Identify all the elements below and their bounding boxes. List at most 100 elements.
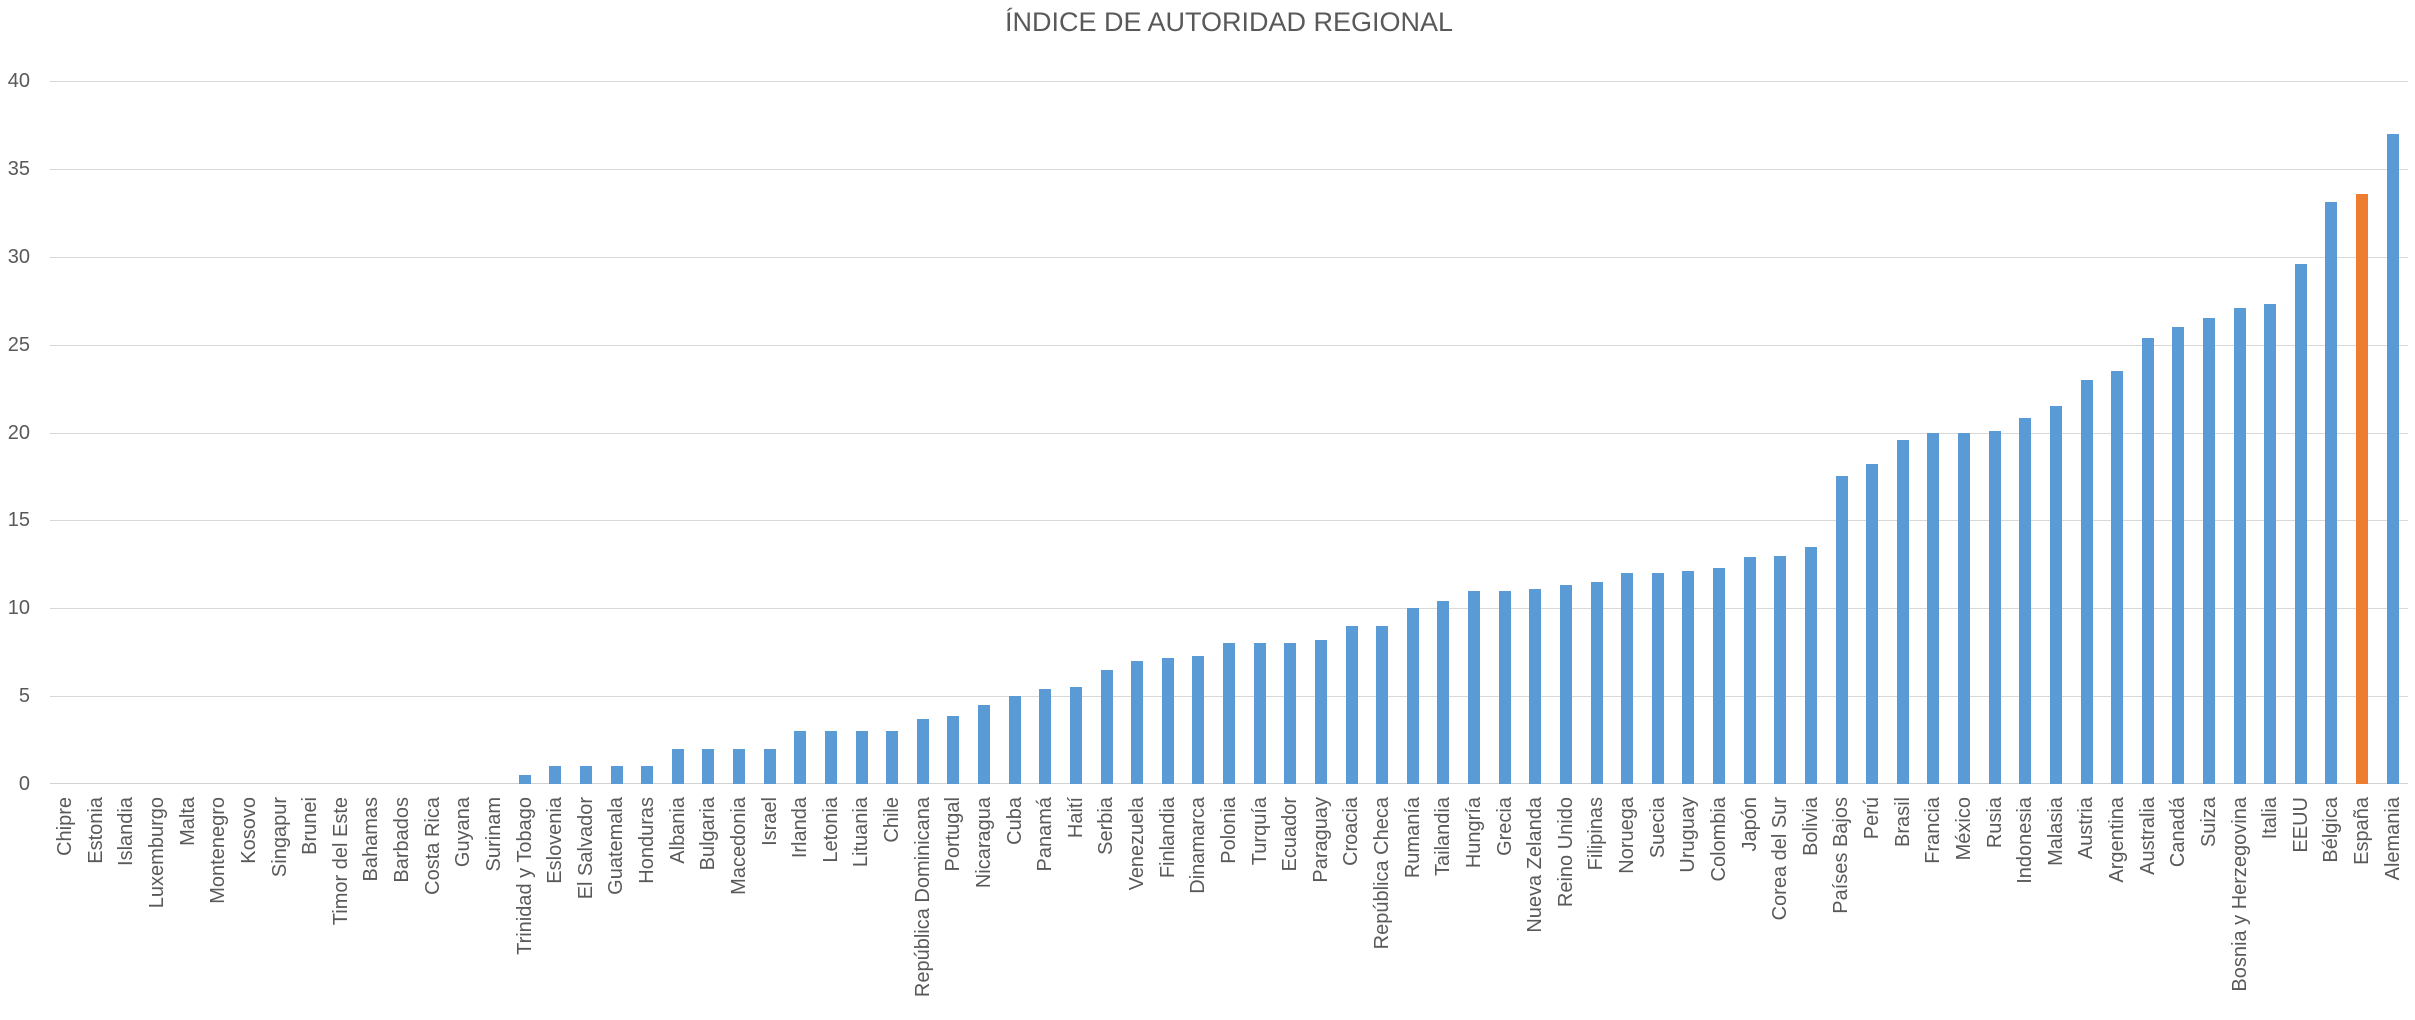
x-axis-label-cell-lituania: Lituania (846, 797, 877, 1017)
y-axis-tick-label-40: 40 (7, 70, 30, 92)
y-axis-tick-label-30: 30 (7, 246, 30, 268)
x-axis-label-cell-brasil: Brasil (1887, 797, 1918, 1017)
x-axis-label-cell-francia: Francia (1918, 797, 1949, 1017)
bar-paraguay (1314, 639, 1327, 784)
x-axis-label-cell-reino-unido: Reino Unido (1551, 797, 1582, 1017)
bar-peru (1866, 464, 1879, 784)
bar-republica-checa (1376, 625, 1389, 784)
x-axis-label-cell-nueva-zelanda: Nueva Zelanda (1520, 797, 1551, 1017)
bar-bosnia-y-herzegovina (2233, 307, 2246, 784)
x-axis-label-croacia: Croacia (1340, 797, 1363, 866)
x-axis-label-austria: Austria (2075, 797, 2098, 860)
x-axis-label-suiza: Suiza (2197, 797, 2220, 848)
bar-colombia (1713, 567, 1725, 784)
x-axis-label-cell-montenegro: Montenegro (203, 797, 234, 1017)
x-axis-label-paises-bajos: Países Bajos (1830, 797, 1853, 914)
x-axis-label-alemania: Alemania (2381, 797, 2404, 881)
x-axis-label-espana: España (2351, 797, 2374, 865)
x-axis-label-cell-finlandia: Finlandia (1152, 797, 1183, 1017)
x-axis-label-cell-republica-dominicana: República Dominicana (908, 797, 939, 1017)
x-axis-label-cell-venezuela: Venezuela (1122, 797, 1153, 1017)
x-axis-label-uruguay: Uruguay (1677, 797, 1700, 873)
x-axis-label-cell-australia: Australia (2132, 797, 2163, 1017)
x-axis-label-cell-guyana: Guyana (448, 797, 479, 1017)
x-axis-label-cell-indonesia: Indonesia (2010, 797, 2041, 1017)
x-axis-label-panama: Panamá (1034, 797, 1057, 872)
x-axis-label-suecia: Suecia (1646, 797, 1669, 859)
bar-italia (2264, 304, 2277, 784)
x-axis-label-eslovenia: Eslovenia (544, 797, 567, 884)
bar-noruega (1621, 573, 1634, 784)
y-axis-tick-label-10: 10 (7, 597, 30, 619)
x-axis-label-letonia: Letonia (819, 797, 842, 863)
bar-australia (2141, 337, 2154, 784)
bar-rumania (1406, 608, 1419, 785)
x-axis-label-cell-polonia: Polonia (1214, 797, 1245, 1017)
bar-rusia (1988, 430, 2001, 784)
bar-filipinas (1590, 581, 1603, 784)
bar-eeuu (2294, 263, 2307, 784)
bar-finlandia (1161, 657, 1174, 784)
chart-title: ÍNDICE DE AUTORIDAD REGIONAL (1004, 7, 1454, 37)
x-axis-label-cuba: Cuba (1003, 797, 1026, 845)
x-axis-label-cell-filipinas: Filipinas (1581, 797, 1612, 1017)
x-axis-label-cell-malasia: Malasia (2041, 797, 2072, 1017)
bar-austria (2080, 379, 2093, 784)
x-axis-label-bolivia: Bolivia (1799, 797, 1822, 856)
x-axis-label-noruega: Noruega (1616, 797, 1639, 874)
bar-nicaragua (978, 704, 990, 784)
x-axis-label-reino-unido: Reino Unido (1554, 797, 1577, 908)
x-axis-label-dinamarca: Dinamarca (1187, 797, 1210, 894)
x-axis-label-cell-suecia: Suecia (1642, 797, 1673, 1017)
bar-alemania (2386, 133, 2399, 784)
x-axis-label-cell-paraguay: Paraguay (1306, 797, 1337, 1017)
x-axis-label-cell-alemania: Alemania (2377, 797, 2408, 1017)
x-axis-label-cell-dinamarca: Dinamarca (1183, 797, 1214, 1017)
bar-bulgaria (702, 748, 715, 784)
bar-bolivia (1804, 546, 1817, 784)
x-axis-label-cell-italia: Italia (2255, 797, 2286, 1017)
x-axis-label-el-salvador: El Salvador (574, 797, 597, 900)
x-axis-label-polonia: Polonia (1217, 797, 1240, 864)
x-axis-label-cell-estonia: Estonia (81, 797, 112, 1017)
bar-malasia (2049, 406, 2062, 784)
x-axis-label-montenegro: Montenegro (207, 797, 230, 904)
bar-venezuela (1131, 661, 1144, 784)
x-axis-label-chipre: Chipre (54, 797, 77, 856)
bar-guatemala (610, 766, 623, 784)
x-axis-label-cell-bolivia: Bolivia (1796, 797, 1827, 1017)
x-axis-label-cell-islandia: Islandia (111, 797, 142, 1017)
x-axis-label-cell-israel: Israel (754, 797, 785, 1017)
x-axis-label-surinam: Surinam (482, 797, 505, 872)
x-axis-label-barbados: Barbados (391, 797, 414, 883)
x-axis-label-cell-japon: Japón (1734, 797, 1765, 1017)
x-axis-label-cell-irlanda: Irlanda (785, 797, 816, 1017)
x-axis-label-cell-uruguay: Uruguay (1673, 797, 1704, 1017)
gridline-30 (50, 256, 2408, 258)
x-axis-label-cell-costa-rica: Costa Rica (418, 797, 449, 1017)
x-axis-label-cell-portugal: Portugal (938, 797, 969, 1017)
bar-argentina (2111, 371, 2124, 784)
x-axis-label-bulgaria: Bulgaria (697, 797, 720, 871)
x-axis-label-cell-argentina: Argentina (2102, 797, 2133, 1017)
x-axis-label-corea-del-sur: Corea del Sur (1769, 797, 1792, 921)
x-axis-label-cell-grecia: Grecia (1489, 797, 1520, 1017)
x-axis-label-haiti: Haití (1064, 797, 1087, 839)
x-axis-label-cell-cuba: Cuba (999, 797, 1030, 1017)
x-axis-label-rusia: Rusia (1983, 797, 2006, 849)
bar-eslovenia (549, 766, 562, 784)
y-axis-tick-label-5: 5 (18, 685, 30, 707)
gridline-25 (50, 344, 2408, 346)
x-axis-label-cell-espana: España (2347, 797, 2378, 1017)
x-axis-label-colombia: Colombia (1707, 797, 1730, 882)
x-axis-label-nicaragua: Nicaragua (972, 797, 995, 889)
x-axis-label-australia: Australia (2136, 797, 2159, 875)
bar-suiza (2202, 318, 2215, 784)
bar-nueva-zelanda (1529, 588, 1542, 784)
x-axis-label-venezuela: Venezuela (1126, 797, 1149, 891)
x-axis-label-cell-rusia: Rusia (1979, 797, 2010, 1017)
gridline-10 (50, 607, 2408, 609)
bar-haiti (1069, 687, 1082, 784)
x-axis-label-cell-letonia: Letonia (816, 797, 847, 1017)
x-axis-label-cell-barbados: Barbados (387, 797, 418, 1017)
